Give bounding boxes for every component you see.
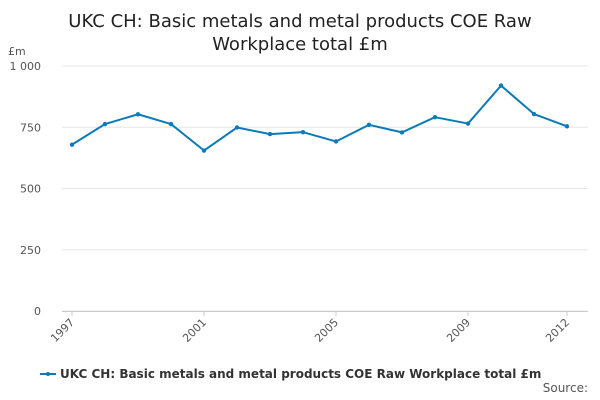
- x-tick-label: 2005: [312, 316, 341, 345]
- x-axis-ticks: 1997 2001 2005 2009 2012: [48, 311, 572, 345]
- legend-line-marker-icon: [40, 367, 56, 381]
- x-tick-label: 2001: [180, 316, 209, 345]
- series-line: [71, 84, 568, 152]
- data-point[interactable]: [234, 125, 240, 130]
- legend-label: UKC CH: Basic metals and metal products …: [60, 367, 542, 381]
- data-point[interactable]: [69, 142, 75, 147]
- y-tick-label: 1 000: [10, 60, 42, 73]
- y-axis-ticks: 0 250 500 750 1 000: [10, 60, 42, 318]
- data-point[interactable]: [498, 83, 504, 88]
- data-point[interactable]: [531, 111, 537, 117]
- data-point[interactable]: [300, 129, 306, 135]
- y-tick-label: 500: [20, 183, 41, 196]
- x-tick-label: 2012: [543, 316, 572, 345]
- data-point[interactable]: [564, 124, 570, 129]
- y-tick-label: 250: [20, 244, 41, 257]
- legend[interactable]: UKC CH: Basic metals and metal products …: [40, 367, 541, 381]
- data-point[interactable]: [102, 121, 108, 127]
- chart-title-line-1: UKC CH: Basic metals and metal products …: [68, 11, 532, 32]
- data-point[interactable]: [201, 148, 207, 153]
- x-tick-label: 1997: [48, 316, 77, 345]
- data-point[interactable]: [135, 112, 141, 117]
- data-point[interactable]: [267, 131, 273, 137]
- chart-title: UKC CH: Basic metals and metal products …: [0, 10, 600, 56]
- data-point[interactable]: [366, 122, 372, 128]
- y-tick-label: 750: [20, 121, 41, 134]
- y-tick-label: 0: [34, 305, 41, 318]
- y-axis-unit: £m: [8, 45, 26, 58]
- data-point[interactable]: [399, 130, 405, 135]
- data-point[interactable]: [465, 121, 471, 126]
- data-point[interactable]: [168, 121, 174, 127]
- series-group: [69, 83, 570, 153]
- source-label: Source:: [542, 381, 588, 395]
- gridlines: [62, 65, 588, 312]
- data-point[interactable]: [432, 115, 438, 120]
- chart-title-line-2: Workplace total £m: [212, 34, 388, 55]
- x-tick-label: 2009: [444, 316, 473, 345]
- data-point[interactable]: [333, 139, 339, 144]
